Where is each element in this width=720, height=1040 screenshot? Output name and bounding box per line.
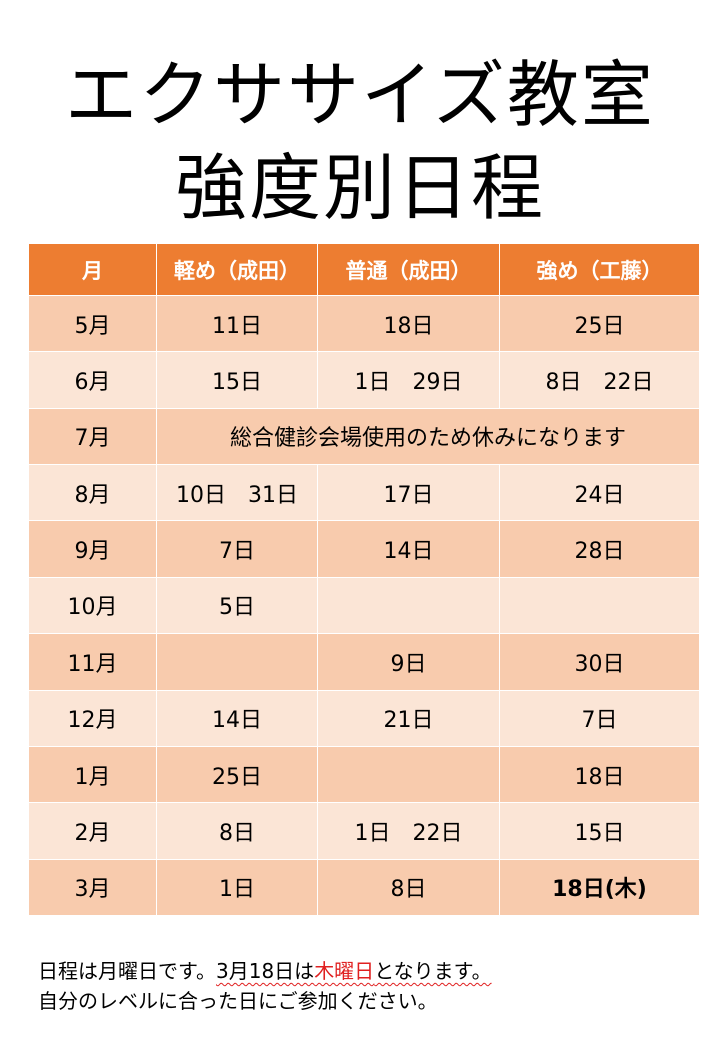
footnote-date: 3月18日は — [216, 959, 315, 983]
month-cell: 6月 — [29, 352, 157, 409]
page-title-line1: エクササイズ教室 — [65, 53, 655, 137]
closure-note-cell: 総合健診会場使用のため休みになります — [157, 408, 699, 466]
month-cell: 9月 — [29, 521, 157, 578]
light-cell: 14日 — [157, 690, 318, 747]
month-cell: 5月 — [29, 296, 157, 353]
month-cell: 10月 — [29, 577, 157, 635]
normal-cell: 14日 — [318, 521, 500, 578]
light-cell: 10日 31日 — [157, 465, 318, 522]
footnote-line1: 日程は月曜日です。3月18日は木曜日となります。 — [38, 956, 492, 986]
header-light: 軽め（成田） — [157, 244, 318, 296]
normal-cell: 1日 22日 — [318, 803, 500, 860]
normal-cell — [318, 577, 500, 635]
light-cell: 15日 — [157, 352, 318, 409]
strong-cell: 7日 — [500, 690, 699, 747]
month-cell: 2月 — [29, 803, 157, 860]
light-cell: 1日 — [157, 859, 318, 916]
footnote: 日程は月曜日です。3月18日は木曜日となります。 自分のレベルに合った日にご参加… — [38, 956, 492, 1016]
strong-cell: 18日 — [500, 746, 699, 804]
month-cell: 7月 — [29, 408, 157, 466]
footnote-becomes: となります。 — [374, 959, 492, 983]
light-cell: 11日 — [157, 296, 318, 353]
light-cell: 25日 — [157, 746, 318, 804]
strong-cell: 15日 — [500, 803, 699, 860]
header-month: 月 — [29, 244, 157, 296]
strong-cell: 30日 — [500, 634, 699, 691]
footnote-line2: 自分のレベルに合った日にご参加ください。 — [38, 989, 438, 1013]
normal-cell: 21日 — [318, 690, 500, 747]
month-cell: 8月 — [29, 465, 157, 522]
light-cell: 5日 — [157, 577, 318, 635]
normal-cell — [318, 746, 500, 804]
normal-cell: 8日 — [318, 859, 500, 916]
month-cell: 3月 — [29, 859, 157, 916]
strong-cell: 24日 — [500, 465, 699, 522]
strong-cell-highlight: 18日(木) — [500, 859, 699, 916]
footnote-exception: 3月18日は木曜日となります。 — [216, 959, 492, 983]
normal-cell: 9日 — [318, 634, 500, 691]
strong-cell: 25日 — [500, 296, 699, 353]
header-strong: 強め（工藤） — [500, 244, 699, 296]
normal-cell: 17日 — [318, 465, 500, 522]
normal-cell: 1日 29日 — [318, 352, 500, 409]
schedule-table: 月 軽め（成田） 普通（成田） 強め（工藤） 5月 11日 18日 25日 6月… — [29, 244, 699, 916]
month-cell: 11月 — [29, 634, 157, 691]
footnote-thursday: 木曜日 — [314, 959, 375, 983]
light-cell: 7日 — [157, 521, 318, 578]
normal-cell: 18日 — [318, 296, 500, 353]
header-normal: 普通（成田） — [318, 244, 500, 296]
light-cell: 8日 — [157, 803, 318, 860]
month-cell: 1月 — [29, 746, 157, 804]
strong-cell: 28日 — [500, 521, 699, 578]
strong-cell: 8日 22日 — [500, 352, 699, 409]
page-title-line2: 強度別日程 — [174, 146, 545, 230]
strong-cell — [500, 577, 699, 635]
month-cell: 12月 — [29, 690, 157, 747]
footnote-weekday-text: 日程は月曜日です。 — [38, 959, 216, 983]
light-cell — [157, 634, 318, 691]
